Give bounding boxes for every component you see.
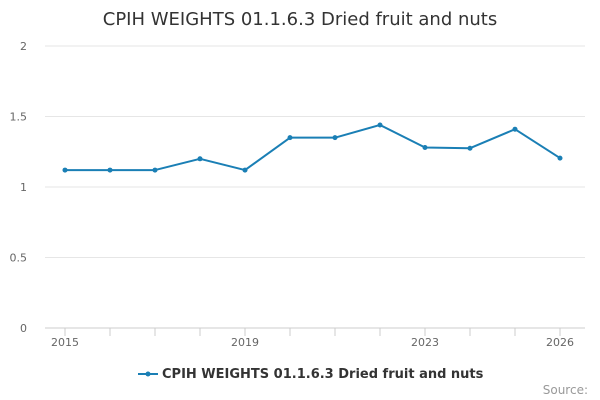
y-tick-label: 1: [20, 181, 27, 194]
chart-credit[interactable]: Source:: [543, 383, 588, 397]
series: [62, 122, 563, 173]
x-tick-label: 2023: [411, 336, 439, 349]
data-point[interactable]: [557, 155, 563, 161]
data-point[interactable]: [107, 167, 113, 173]
legend-marker-symbol: [145, 371, 151, 377]
chart-title: CPIH WEIGHTS 01.1.6.3 Dried fruit and nu…: [103, 9, 498, 30]
gridlines: [45, 45, 585, 258]
legend-label: CPIH WEIGHTS 01.1.6.3 Dried fruit and nu…: [162, 367, 484, 382]
data-point[interactable]: [422, 145, 428, 151]
data-point[interactable]: [62, 167, 68, 173]
data-point[interactable]: [152, 167, 158, 173]
data-point[interactable]: [197, 156, 203, 162]
data-point[interactable]: [332, 135, 338, 141]
y-tick-label: 1.5: [10, 111, 28, 124]
data-point[interactable]: [512, 126, 518, 132]
legend[interactable]: CPIH WEIGHTS 01.1.6.3 Dried fruit and nu…: [138, 367, 484, 382]
x-tick-label: 2026: [546, 336, 574, 349]
data-point[interactable]: [242, 167, 248, 173]
y-axis-ticks: 0 0.5 1 1.5 2: [10, 40, 28, 335]
y-tick-label: 0.5: [10, 252, 28, 265]
x-axis-ticks: 2015 2019 2023 2026: [51, 328, 574, 349]
x-tick-label: 2019: [231, 336, 259, 349]
x-tick-label: 2015: [51, 336, 79, 349]
y-tick-label: 0: [20, 322, 27, 335]
y-tick-label: 2: [20, 40, 27, 53]
data-point[interactable]: [287, 135, 293, 141]
series-line[interactable]: [65, 123, 561, 172]
data-point[interactable]: [377, 122, 383, 128]
data-point[interactable]: [467, 145, 473, 151]
